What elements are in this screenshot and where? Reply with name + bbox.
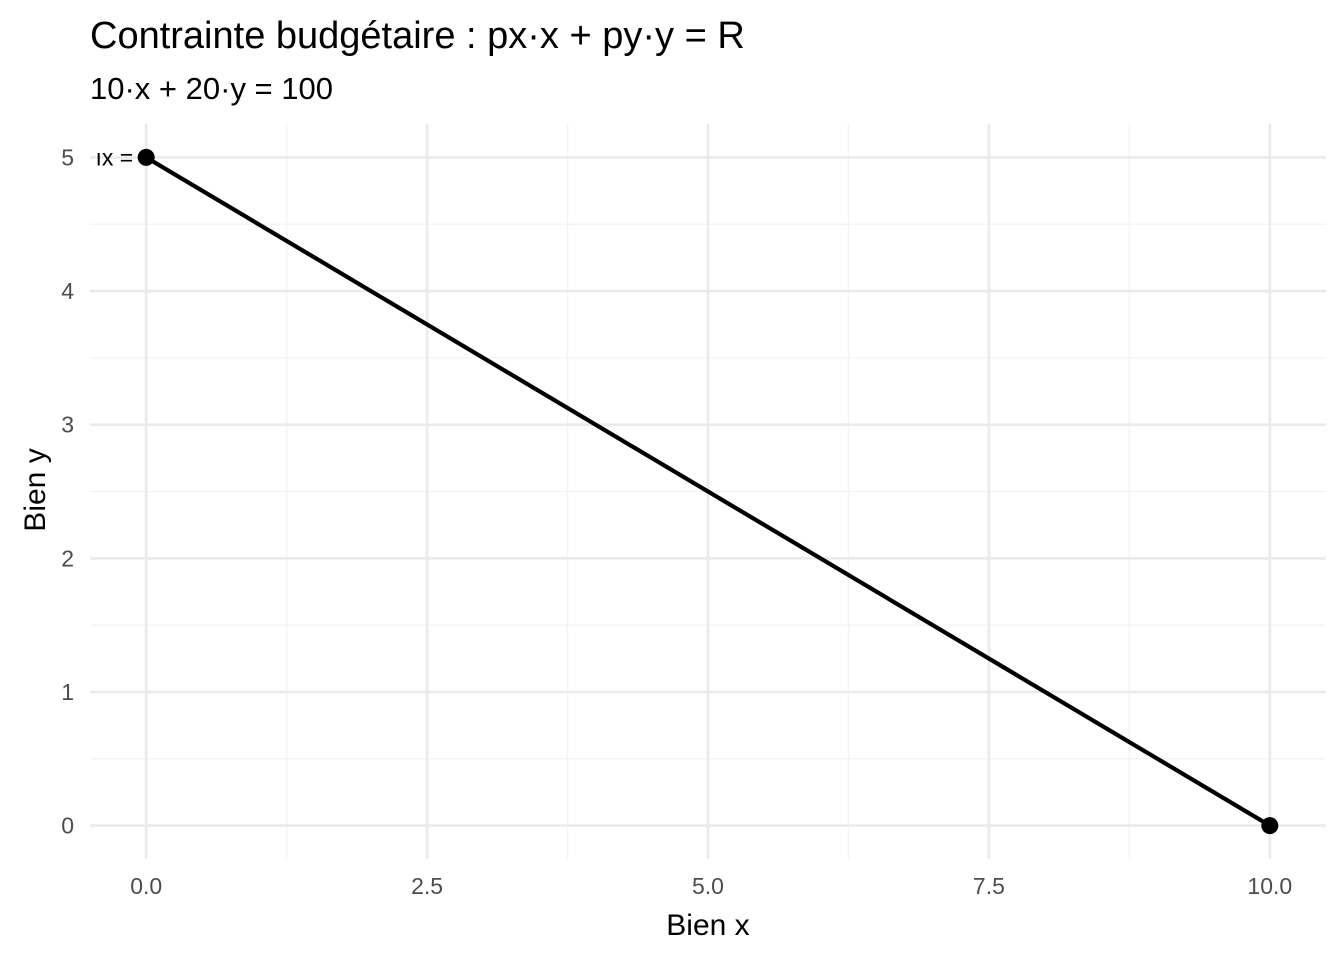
x-tick-label: 0.0 (130, 873, 162, 899)
grid (90, 124, 1326, 859)
y-axis-ticks: 0 1 2 3 4 5 (61, 144, 74, 838)
y-tick-label: 4 (61, 278, 74, 304)
y-tick-label: 3 (61, 412, 74, 438)
budget-line (144, 155, 1272, 828)
x-tick-label: 2.5 (411, 873, 443, 899)
chart-title: Contrainte budgétaire : px·x + py·y = R (90, 15, 745, 57)
x-tick-label: 7.5 (973, 873, 1005, 899)
chart-subtitle: 10·x + 20·y = 100 (90, 71, 333, 106)
y-tick-label: 5 (61, 144, 74, 170)
x-tick-label: 5.0 (692, 873, 724, 899)
y-tick-label: 0 (61, 813, 74, 839)
x-axis-title: Bien x (666, 909, 749, 942)
intercept-point (1261, 817, 1279, 835)
y-tick-label: 1 (61, 679, 74, 705)
point-annotation: ıx = (95, 144, 133, 170)
intercept-point (137, 148, 155, 166)
x-axis-ticks: 0.0 2.5 5.0 7.5 10.0 (130, 873, 1292, 899)
y-axis-title: Bien y (19, 448, 52, 531)
plot-marks: ıx = (95, 144, 1279, 835)
y-tick-label: 2 (61, 545, 74, 571)
x-tick-label: 10.0 (1247, 873, 1292, 899)
